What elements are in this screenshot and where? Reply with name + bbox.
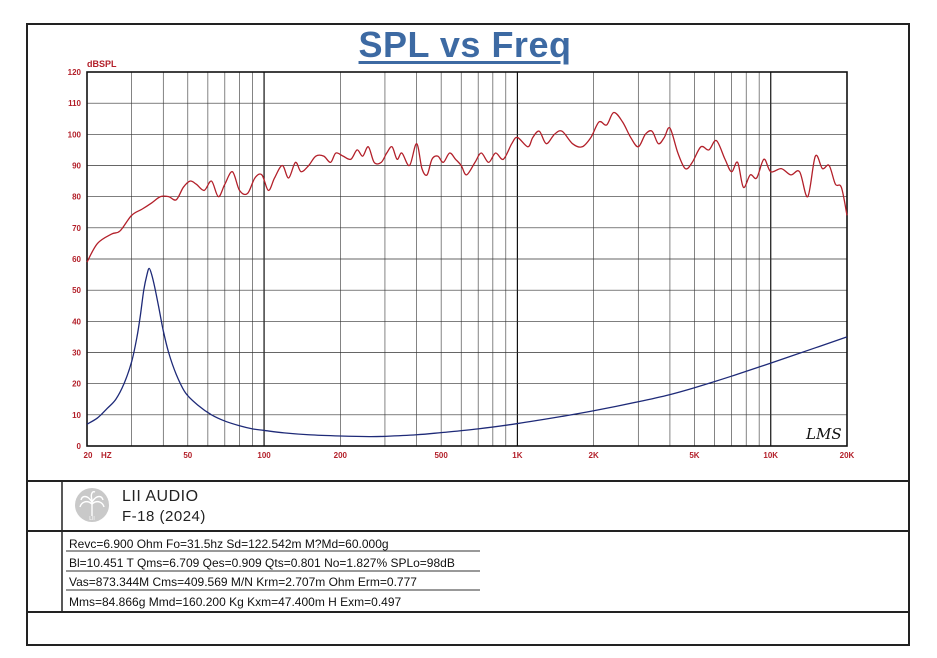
x-tick-label: 100 [257,451,271,460]
x-tick-label: 5K [689,451,699,460]
x-tick-label: 2K [589,451,599,460]
y-tick-label: 70 [72,224,81,233]
param-line: Mms=84.866g Mmd=160.200 Kg Kxm=47.400m H… [69,595,402,609]
x-tick-label: 50 [183,451,192,460]
y-tick-label: 90 [72,162,81,171]
brand-name: LII AUDIO [122,488,199,505]
logo-text: LII [89,516,95,522]
y-tick-label: 30 [72,349,81,358]
x-tick-label: 200 [334,451,348,460]
y-tick-label: 110 [68,99,81,108]
param-line: Vas=873.344M Cms=409.569 M/N Krm=2.707m … [69,575,417,589]
model-name: F-18 (2024) [122,508,206,525]
x-tick-labels: 20 50 100 200 500 1K 2K 5K 10K 20K [84,451,855,460]
y-axis-label: dBSPL [87,59,117,69]
spl-chart: 0 10 20 30 40 50 60 70 80 90 100 110 120 20 50 100 200 5… [68,59,855,460]
grid [86,72,848,446]
x-tick-label: 1K [512,451,522,460]
lms-watermark: LMS [805,425,842,443]
x-tick-label: 20 [84,451,93,460]
x-tick-label: 500 [434,451,448,460]
x-tick-label: 10K [763,451,778,460]
y-tick-label: 120 [68,68,82,77]
y-tick-label: 0 [77,442,82,451]
outer-border [26,23,910,646]
brand-logo-icon: LII [75,488,109,522]
param-line: Revc=6.900 Ohm Fo=31.5hz Sd=122.542m M?M… [69,537,389,551]
y-tick-labels: 0 10 20 30 40 50 60 70 80 90 100 110 120 [68,68,82,451]
series-line-spl [86,111,848,263]
param-line: Bl=10.451 T Qms=6.709 Qes=0.909 Qts=0.80… [69,556,455,570]
series-layer [86,111,848,438]
y-tick-label: 60 [72,255,81,264]
x-unit-label: HZ [101,451,112,460]
series-line-impedance [86,267,848,438]
chart-title: SPL vs Freq [358,24,572,65]
y-tick-label: 100 [68,130,82,139]
y-tick-label: 40 [72,317,81,326]
y-tick-label: 80 [72,193,81,202]
x-tick-label: 20K [840,451,855,460]
y-tick-label: 50 [72,286,81,295]
y-tick-label: 20 [72,380,81,389]
plot-area-border [86,71,848,447]
y-tick-label: 10 [72,411,81,420]
